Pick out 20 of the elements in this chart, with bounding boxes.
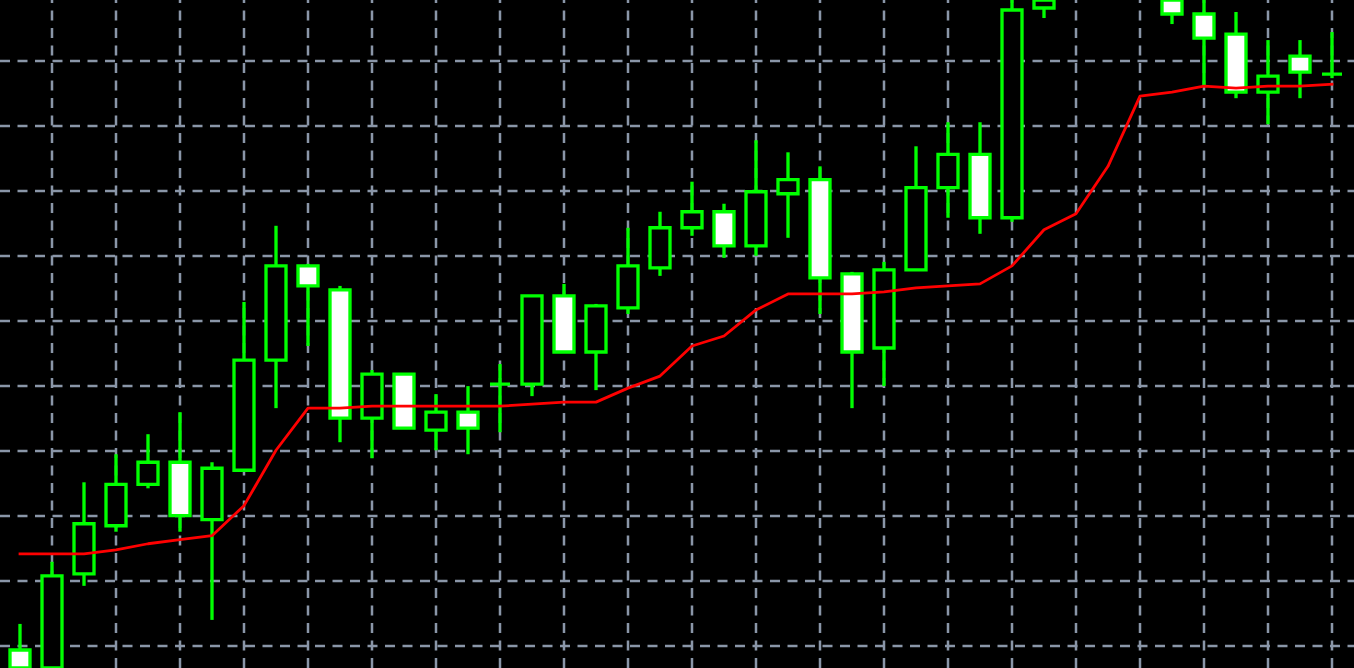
candlestick: [456, 384, 480, 456]
candlestick: [360, 368, 384, 460]
candlestick: [776, 150, 800, 240]
candlestick: [104, 452, 128, 534]
candlestick: [1032, 0, 1056, 20]
candlestick: [296, 262, 320, 348]
candlestick: [1192, 0, 1216, 88]
candlestick: [616, 226, 640, 316]
candlestick: [712, 202, 736, 260]
candlestick: [1320, 30, 1344, 80]
candlestick: [136, 432, 160, 490]
candlestick: [680, 180, 704, 238]
candlestick: [1288, 38, 1312, 100]
candlestick: [584, 302, 608, 392]
candlestick: [424, 392, 448, 452]
candlestick: [648, 210, 672, 278]
candlestick: [488, 362, 512, 434]
candlestick: [1160, 0, 1184, 26]
candlestick: [8, 622, 32, 668]
candlestick: [936, 120, 960, 220]
